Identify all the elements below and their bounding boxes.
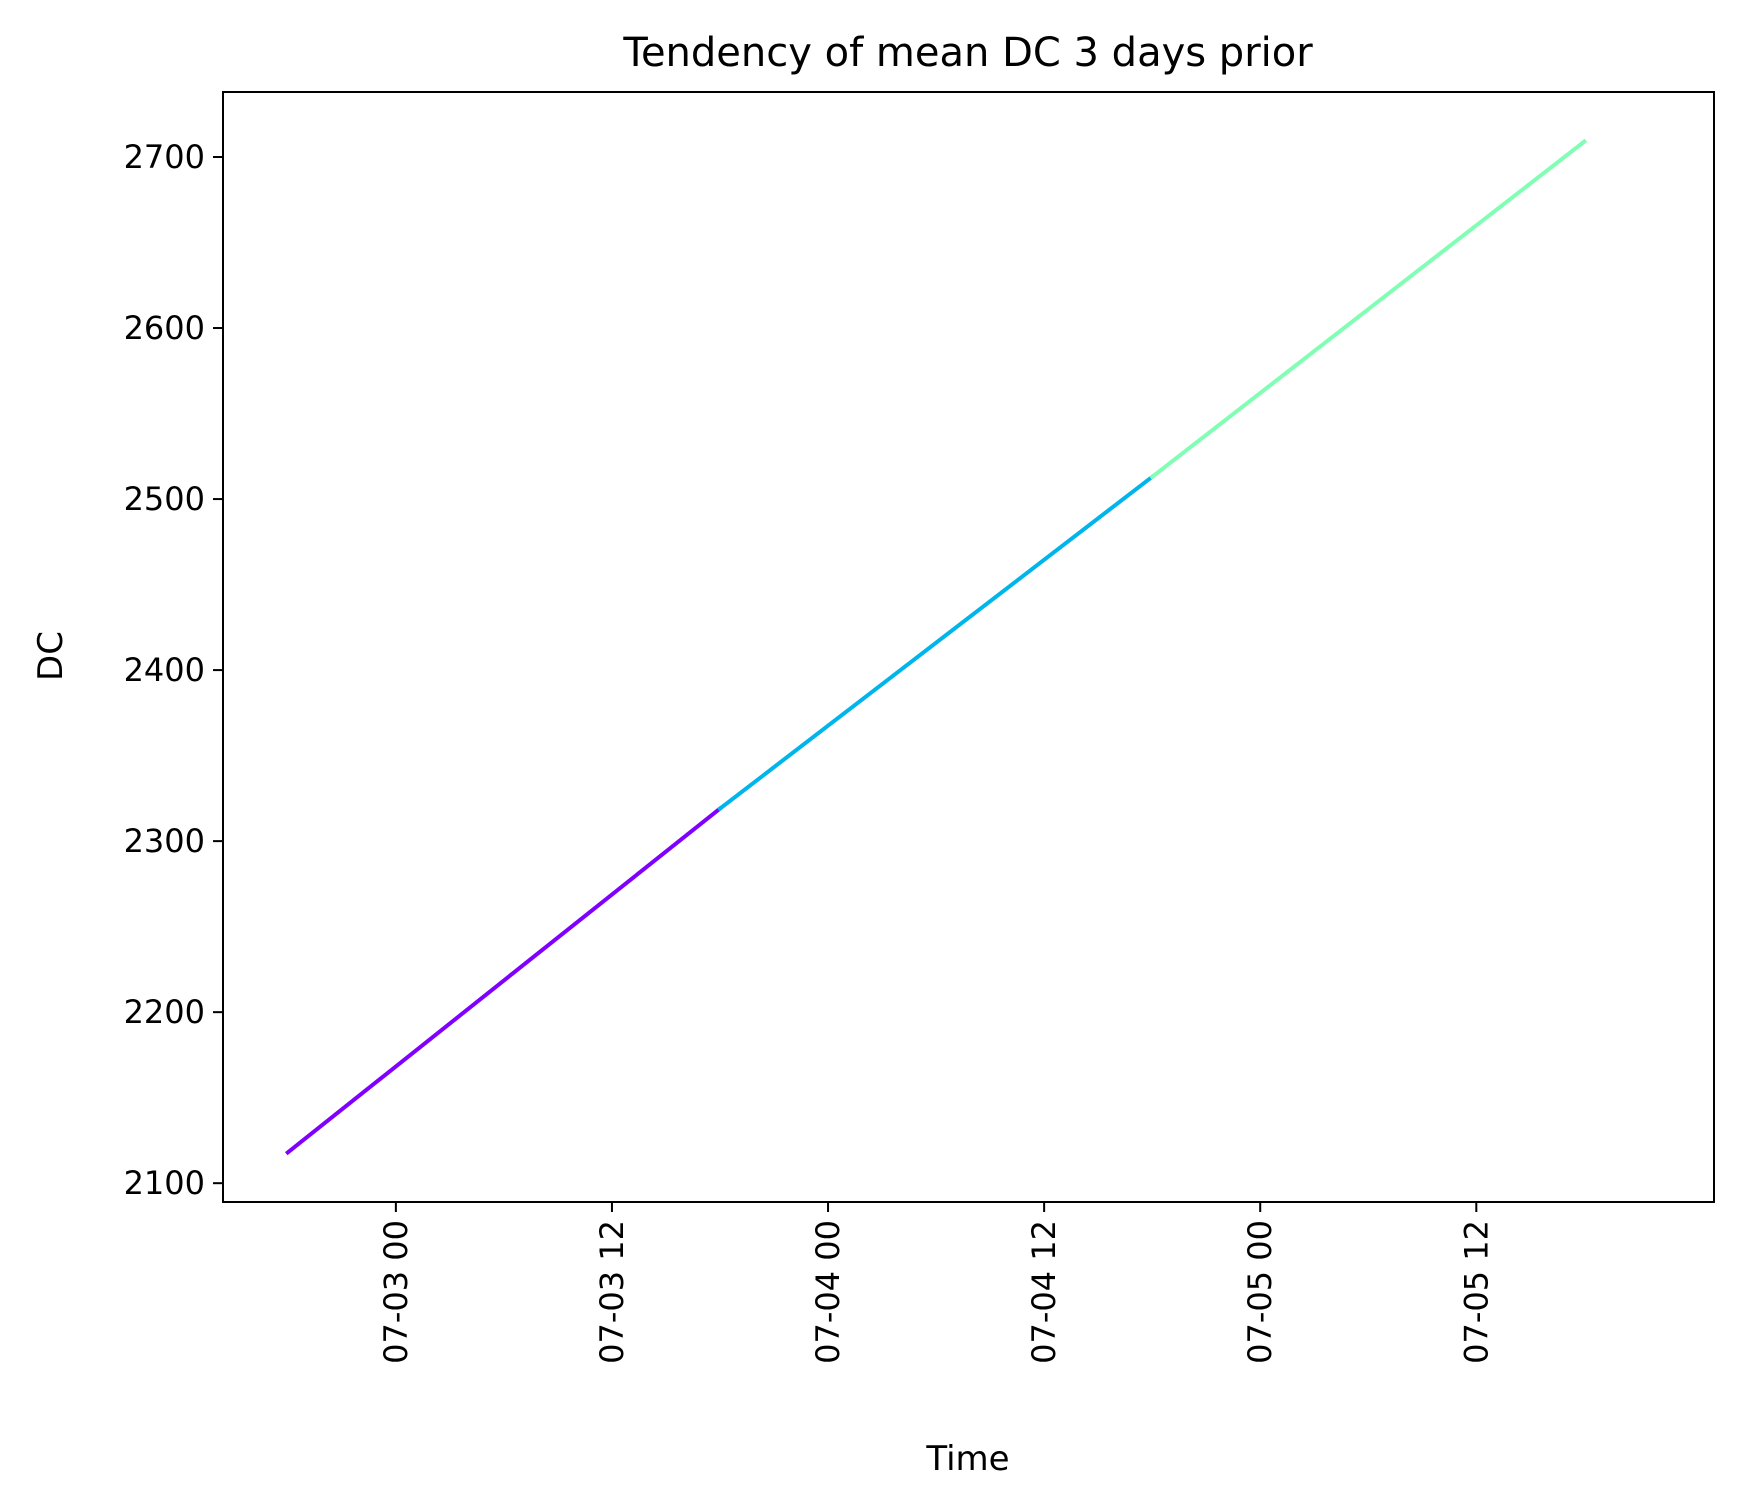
y-tick-label: 2200 [124, 993, 205, 1031]
x-tick-label: 07-03 00 [377, 1220, 415, 1364]
series-line-3 [1149, 138, 1588, 480]
y-axis-label: DC [31, 631, 71, 681]
y-tick-label: 2600 [124, 309, 205, 347]
plot-area [284, 138, 1588, 1156]
y-axis: 2100 2200 2300 2400 2500 2600 2700 [124, 138, 223, 1202]
series-line-1 [284, 805, 723, 1156]
x-axis: 07-03 00 07-03 12 07-04 00 07-04 12 07-05 00… [377, 1202, 1495, 1364]
series-line-2 [717, 473, 1156, 812]
y-tick-label: 2300 [124, 822, 205, 860]
axes-frame [222, 91, 1715, 1203]
x-tick-label: 07-03 12 [593, 1220, 631, 1364]
x-tick-label: 07-04 00 [809, 1220, 847, 1364]
x-axis-label: Time [925, 1439, 1009, 1479]
chart-title: Tendency of mean DC 3 days prior [622, 30, 1313, 76]
x-tick-label: 07-05 12 [1457, 1220, 1495, 1364]
y-tick-label: 2500 [124, 480, 205, 518]
y-tick-label: 2700 [124, 138, 205, 176]
y-tick-label: 2400 [124, 651, 205, 689]
x-tick-label: 07-05 00 [1241, 1220, 1279, 1364]
y-tick-label: 2100 [124, 1164, 205, 1202]
x-tick-label: 07-04 12 [1025, 1220, 1063, 1364]
